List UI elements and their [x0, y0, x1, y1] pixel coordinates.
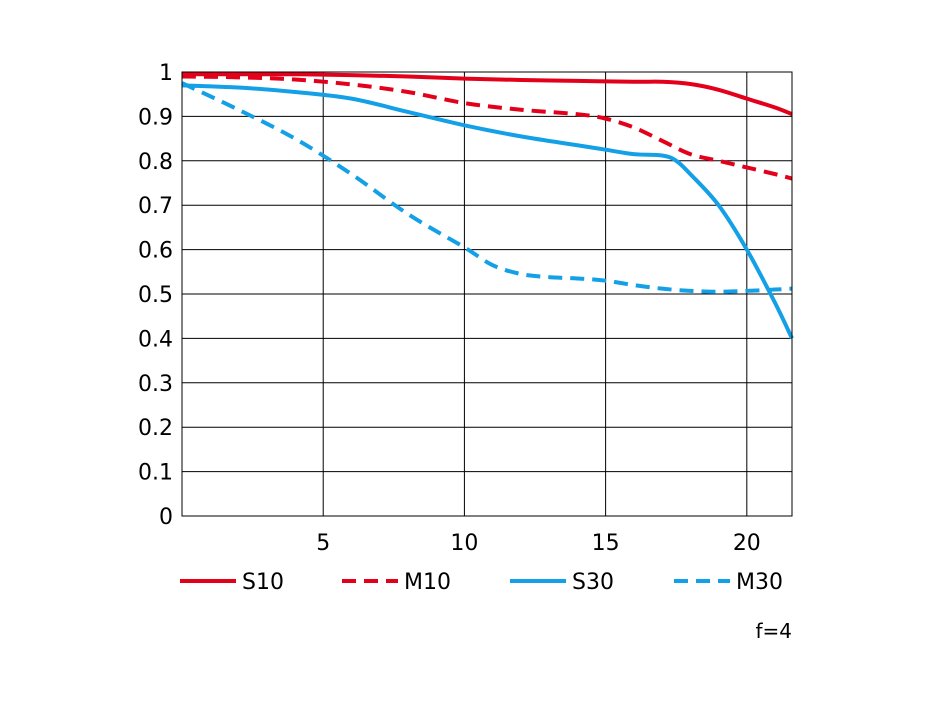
series-line-m30 [181, 81, 793, 294]
legend-label: S30 [572, 570, 614, 595]
x-tick-label: 15 [592, 531, 620, 556]
frame-layer [181, 71, 793, 517]
legend: S10 M10 S30 M30 [180, 570, 783, 595]
y-tick-label: 0.6 [138, 239, 173, 264]
y-tick-label: 0.1 [138, 461, 173, 486]
y-tick-label: 0.4 [138, 327, 173, 352]
y-tick-label: 0.7 [138, 194, 173, 219]
legend-label: M30 [736, 570, 783, 595]
y-tick-label: 0.9 [138, 105, 173, 130]
plot-frame [181, 71, 793, 517]
y-tick-label: 0.5 [138, 283, 173, 308]
legend-item-m10: M10 [342, 570, 451, 595]
legend-label: M10 [404, 570, 451, 595]
x-tick-label: 10 [450, 531, 478, 556]
y-tick-label: 0.2 [138, 416, 173, 441]
legend-item-s10: S10 [180, 570, 284, 595]
grid-layer [182, 72, 792, 516]
x-tick-labels: 5 10 15 20 [316, 531, 761, 556]
series-line-m10 [181, 74, 793, 181]
series-layer [181, 72, 794, 340]
aperture-annotation: f=4 [755, 619, 792, 643]
y-tick-label: 0 [159, 505, 173, 530]
y-tick-label: 1 [159, 61, 173, 86]
legend-item-m30: M30 [674, 570, 783, 595]
x-tick-label: 5 [316, 531, 330, 556]
series-line-s30 [181, 83, 794, 340]
x-tick-label: 20 [733, 531, 761, 556]
y-tick-label: 0.3 [138, 372, 173, 397]
series-line-s10 [182, 72, 793, 117]
y-tick-labels: 0 0.1 0.2 0.3 0.4 0.5 0.6 0.7 0.8 0.9 1 [138, 61, 173, 530]
legend-item-s30: S30 [510, 570, 614, 595]
y-tick-label: 0.8 [138, 150, 173, 175]
legend-label: S10 [242, 570, 284, 595]
